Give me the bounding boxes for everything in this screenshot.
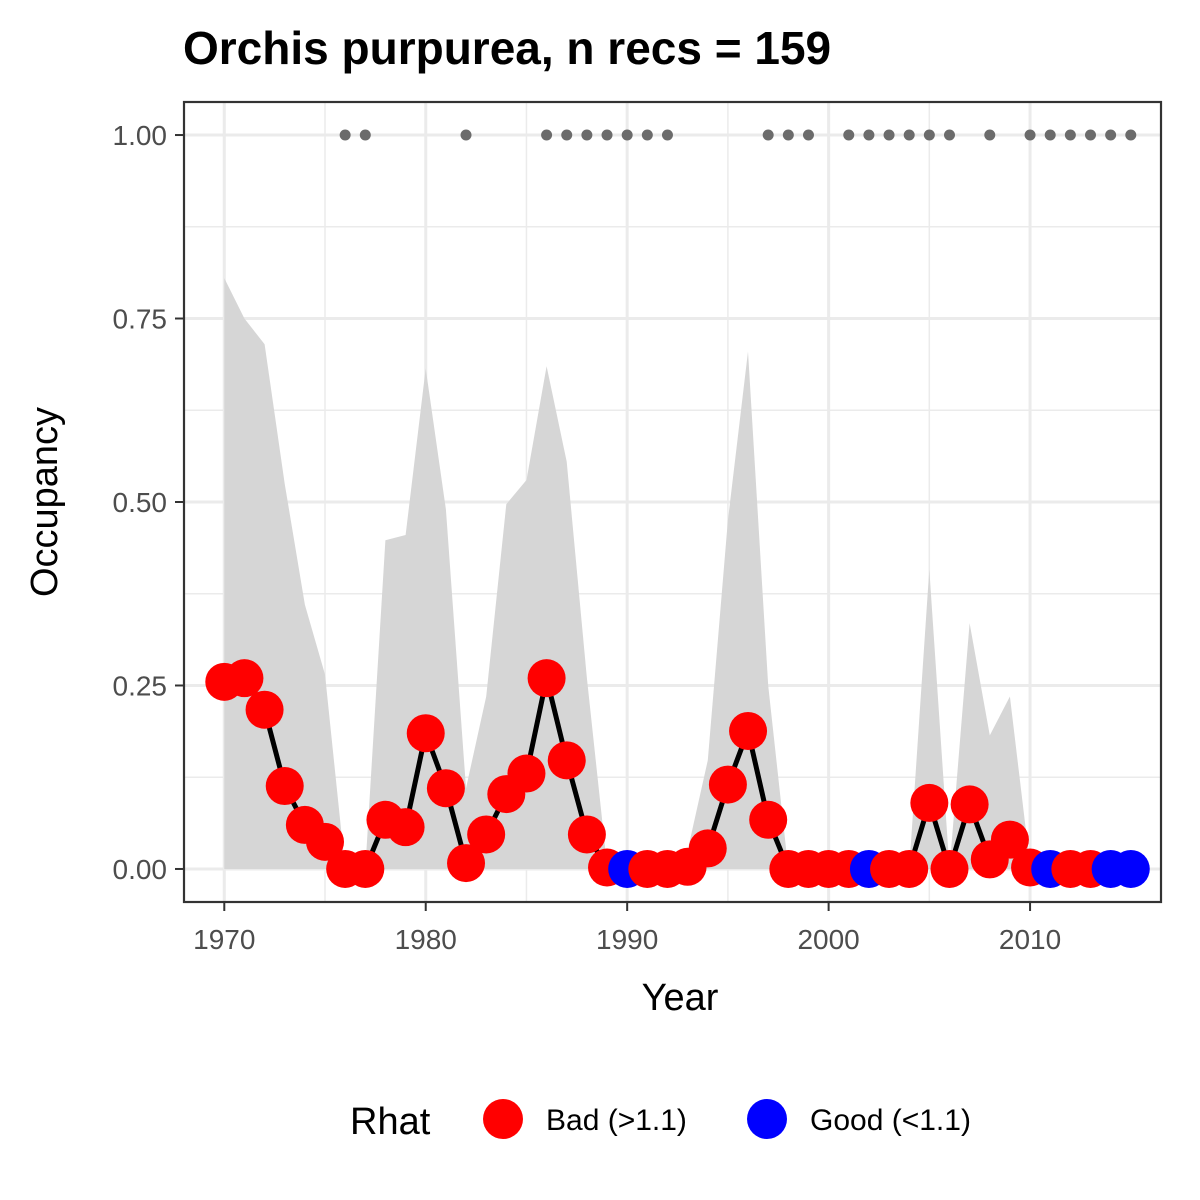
credible-interval-area xyxy=(224,278,1131,870)
occupancy-points xyxy=(205,659,1150,888)
record-year-dot xyxy=(621,129,633,141)
record-year-dot xyxy=(359,129,371,141)
record-year-dot xyxy=(601,129,613,141)
credible-interval-ribbon xyxy=(224,278,1131,870)
x-tick-label: 2000 xyxy=(797,924,859,955)
x-tick-label: 1990 xyxy=(596,924,658,955)
occupancy-point-bad xyxy=(386,808,425,847)
occupancy-point-bad xyxy=(749,800,788,839)
occupancy-point-good xyxy=(1111,849,1150,888)
y-axis-ticks: 0.00 0.25 0.50 0.75 1.00 xyxy=(113,120,184,885)
occupancy-point-bad xyxy=(930,849,969,888)
occupancy-point-bad xyxy=(910,783,949,822)
y-tick-label: 0.50 xyxy=(113,487,168,518)
occupancy-point-bad xyxy=(990,820,1029,859)
y-tick-label: 1.00 xyxy=(113,120,168,151)
occupancy-point-bad xyxy=(567,815,606,854)
occupancy-point-bad xyxy=(950,785,989,824)
occupancy-point-bad xyxy=(467,815,506,854)
record-year-dot xyxy=(903,129,915,141)
occupancy-point-bad xyxy=(447,844,486,883)
occupancy-point-bad xyxy=(507,754,546,793)
record-year-dot xyxy=(1024,129,1036,141)
occupancy-point-bad xyxy=(346,849,385,888)
record-year-dot xyxy=(883,129,895,141)
legend-key-bad xyxy=(483,1099,523,1139)
record-year-dot xyxy=(1044,129,1056,141)
record-year-dot xyxy=(561,129,573,141)
record-years-dots xyxy=(339,129,1137,141)
legend-key-good xyxy=(747,1099,787,1139)
record-year-dot xyxy=(762,129,774,141)
record-year-dot xyxy=(641,129,653,141)
record-year-dot xyxy=(1064,129,1076,141)
occupancy-point-bad xyxy=(225,659,264,698)
record-year-dot xyxy=(661,129,673,141)
y-axis-title: Occupancy xyxy=(24,407,66,597)
occupancy-point-bad xyxy=(708,765,747,804)
record-year-dot xyxy=(782,129,794,141)
x-axis-ticks: 1970 1980 1990 2000 2010 xyxy=(193,902,1061,955)
x-tick-label: 2010 xyxy=(999,924,1061,955)
record-year-dot xyxy=(923,129,935,141)
record-year-dot xyxy=(802,129,814,141)
x-tick-label: 1970 xyxy=(193,924,255,955)
y-tick-label: 0.25 xyxy=(113,670,168,701)
record-year-dot xyxy=(843,129,855,141)
occupancy-point-bad xyxy=(688,829,727,868)
legend: Rhat Bad (>1.1) Good (<1.1) xyxy=(350,1099,971,1143)
y-tick-label: 0.75 xyxy=(113,304,168,335)
record-year-dot xyxy=(460,129,472,141)
chart-title: Orchis purpurea, n recs = 159 xyxy=(183,22,831,74)
occupancy-point-bad xyxy=(527,659,566,698)
legend-title: Rhat xyxy=(350,1101,431,1143)
occupancy-point-bad xyxy=(890,849,929,888)
record-year-dot xyxy=(1084,129,1096,141)
occupancy-point-bad xyxy=(245,690,284,729)
occupancy-point-bad xyxy=(729,711,768,750)
occupancy-point-bad xyxy=(426,769,465,808)
record-year-dot xyxy=(984,129,996,141)
x-axis-title: Year xyxy=(642,977,719,1019)
occupancy-point-bad xyxy=(547,741,586,780)
occupancy-point-bad xyxy=(265,767,304,806)
legend-label-bad: Bad (>1.1) xyxy=(546,1104,687,1137)
record-year-dot xyxy=(863,129,875,141)
occupancy-point-bad xyxy=(306,822,345,861)
record-year-dot xyxy=(581,129,593,141)
record-year-dot xyxy=(1125,129,1137,141)
x-tick-label: 1980 xyxy=(395,924,457,955)
record-year-dot xyxy=(943,129,955,141)
record-year-dot xyxy=(1105,129,1117,141)
legend-label-good: Good (<1.1) xyxy=(810,1104,971,1137)
record-year-dot xyxy=(339,129,351,141)
y-tick-label: 0.00 xyxy=(113,854,168,885)
record-year-dot xyxy=(541,129,553,141)
occupancy-point-bad xyxy=(406,714,445,753)
